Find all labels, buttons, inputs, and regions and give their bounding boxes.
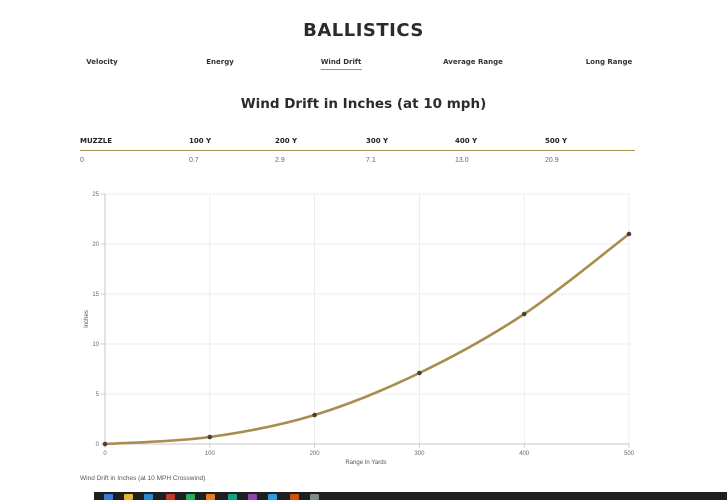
value-200y: 2.9: [275, 157, 285, 164]
taskbar-app-icon[interactable]: [186, 494, 195, 500]
header-200y: 200 Y: [275, 137, 298, 145]
value-100y: 0.7: [189, 157, 199, 164]
tab-energy[interactable]: Energy: [206, 58, 234, 66]
x-tick-label: 200: [310, 451, 321, 457]
header-100y: 100 Y: [189, 137, 212, 145]
header-400y: 400 Y: [455, 137, 478, 145]
y-axis-label: Inches: [84, 310, 90, 328]
taskbar-app-icon[interactable]: [268, 494, 277, 500]
x-tick-label: 500: [624, 451, 635, 457]
tab-long-range[interactable]: Long Range: [585, 58, 633, 66]
chart-grid: [104, 193, 630, 445]
header-500y: 500 Y: [545, 137, 568, 145]
x-tick-label: 100: [205, 451, 216, 457]
data-point: [207, 434, 213, 440]
y-tick-label: 5: [96, 392, 100, 398]
value-muzzle: 0: [80, 157, 84, 164]
taskbar-app-icon[interactable]: [104, 494, 113, 500]
taskbar-app-icon[interactable]: [144, 494, 153, 500]
x-tick-label: 0: [103, 451, 107, 457]
taskbar-app-icon[interactable]: [310, 494, 319, 500]
data-point: [102, 441, 108, 447]
chart-caption: Wind Drift in Inches (at 10 MPH Crosswin…: [80, 475, 206, 482]
data-point: [417, 370, 422, 376]
value-500y: 20.9: [545, 157, 559, 164]
folder-icon[interactable]: [124, 494, 133, 500]
x-tick-label: 300: [414, 451, 425, 457]
y-tick-label: 15: [92, 292, 99, 298]
chart-axes: 0 100 200 300 400 500 0 5 10 15 20 25: [92, 192, 634, 457]
table-row: 0 0.7 2.9 7.1 13.0 20.9: [80, 151, 635, 168]
ballistics-tabs: Velocity Energy Wind Drift Average Range…: [0, 58, 727, 74]
wind-drift-table: MUZZLE 100 Y 200 Y 300 Y 400 Y 500 Y 0 0…: [80, 134, 635, 168]
value-300y: 7.1: [366, 157, 376, 164]
data-point: [521, 311, 527, 317]
taskbar-strip: [94, 492, 727, 500]
section-title: Wind Drift in Inches (at 10 mph): [240, 96, 487, 112]
taskbar-app-icon[interactable]: [166, 494, 175, 500]
header-muzzle: MUZZLE: [80, 137, 113, 145]
data-point: [626, 231, 632, 237]
tab-velocity[interactable]: Velocity: [86, 58, 118, 66]
taskbar: [0, 492, 727, 500]
taskbar-app-icon[interactable]: [248, 494, 257, 500]
taskbar-app-icon[interactable]: [290, 494, 299, 500]
taskbar-app-icon[interactable]: [228, 494, 237, 500]
y-tick-label: 0: [96, 442, 100, 448]
x-tick-label: 400: [519, 451, 530, 457]
page-title: BALLISTICS: [303, 20, 424, 41]
y-tick-label: 25: [92, 192, 99, 198]
header-300y: 300 Y: [366, 137, 389, 145]
x-axis-label: Range In Yards: [345, 460, 386, 466]
tab-average-range[interactable]: Average Range: [443, 58, 503, 66]
chart-series: [102, 231, 632, 447]
tab-wind-drift[interactable]: Wind Drift: [320, 58, 362, 70]
data-point: [312, 412, 317, 418]
table-header-row: MUZZLE 100 Y 200 Y 300 Y 400 Y 500 Y: [80, 134, 635, 151]
series-line: [103, 232, 631, 446]
value-400y: 13.0: [455, 157, 469, 164]
y-tick-label: 20: [92, 242, 99, 248]
y-tick-label: 10: [92, 342, 99, 348]
taskbar-app-icon[interactable]: [206, 494, 215, 500]
